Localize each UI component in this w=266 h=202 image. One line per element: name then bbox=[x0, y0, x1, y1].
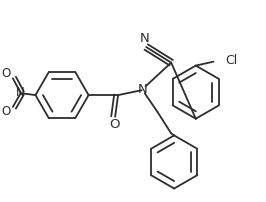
Text: O: O bbox=[1, 67, 11, 80]
Text: N: N bbox=[138, 83, 148, 96]
Text: N: N bbox=[16, 86, 25, 99]
Text: N: N bbox=[139, 32, 149, 45]
Text: O: O bbox=[1, 105, 11, 118]
Text: O: O bbox=[109, 118, 119, 131]
Text: Cl: Cl bbox=[225, 54, 238, 67]
